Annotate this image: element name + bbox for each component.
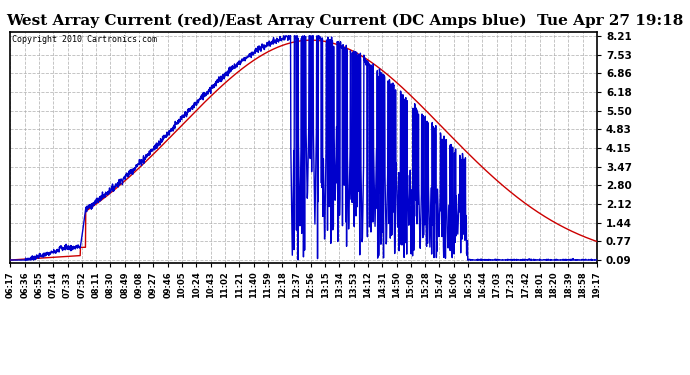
Text: West Array Current (red)/East Array Current (DC Amps blue)  Tue Apr 27 19:18: West Array Current (red)/East Array Curr… (6, 13, 684, 27)
Text: Copyright 2010 Cartronics.com: Copyright 2010 Cartronics.com (12, 35, 157, 44)
